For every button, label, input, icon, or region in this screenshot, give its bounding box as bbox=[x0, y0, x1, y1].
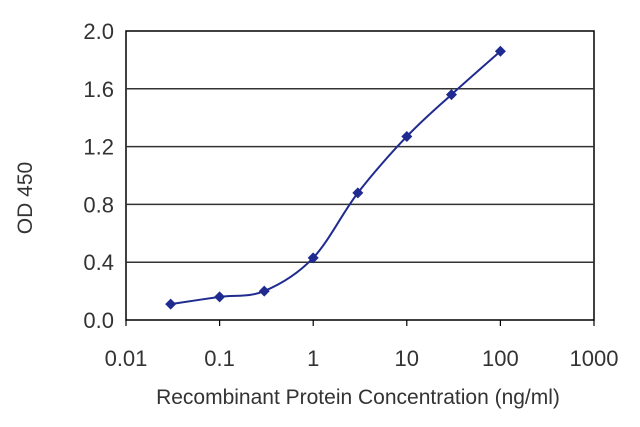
y-tick-label: 1.2 bbox=[83, 135, 114, 160]
x-tick-label: 1000 bbox=[570, 346, 619, 371]
series bbox=[165, 45, 506, 310]
x-tick-label: 10 bbox=[395, 346, 419, 371]
data-point-0 bbox=[165, 298, 177, 310]
y-axis-ticks: 0.0 0.4 0.8 1.2 1.6 2.0 bbox=[83, 19, 114, 333]
x-tick-label: 0.01 bbox=[105, 346, 148, 371]
y-tick-label: 2.0 bbox=[83, 19, 114, 44]
plot-area bbox=[125, 30, 595, 321]
y-tick-label: 0.4 bbox=[83, 250, 114, 275]
data-point-6 bbox=[445, 89, 457, 101]
x-tick-label: 100 bbox=[482, 346, 519, 371]
y-axis-title: OD 450 bbox=[14, 162, 37, 234]
y-tick-label: 1.6 bbox=[83, 77, 114, 102]
x-axis-title: Recombinant Protein Concentration (ng/ml… bbox=[156, 386, 560, 409]
data-point-1 bbox=[214, 291, 226, 303]
data-point-2 bbox=[258, 285, 270, 297]
x-tick-label: 1 bbox=[307, 346, 319, 371]
data-point-7 bbox=[494, 45, 506, 57]
y-tick-label: 0.0 bbox=[83, 308, 114, 333]
x-tick-label: 0.1 bbox=[204, 346, 235, 371]
y-tick-label: 0.8 bbox=[83, 192, 114, 217]
data-point-4 bbox=[352, 187, 364, 199]
data-point-5 bbox=[401, 130, 413, 142]
data-point-3 bbox=[307, 252, 319, 264]
gridlines bbox=[126, 88, 594, 263]
x-axis-ticks: 0.01 0.1 1 10 100 1000 bbox=[105, 320, 619, 371]
